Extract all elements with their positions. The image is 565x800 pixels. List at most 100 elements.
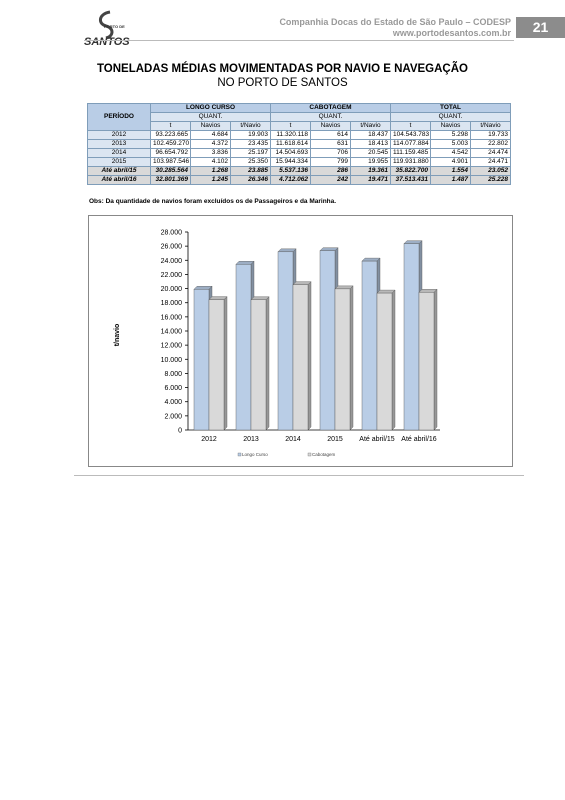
- table-cell: 14.504.693: [270, 148, 311, 158]
- table-cell: 104.543.783: [390, 130, 431, 140]
- table-cell: 5.003: [430, 139, 471, 149]
- y-tick-label: 16.000: [161, 314, 183, 321]
- table-row: 2012 93.223.665 4.684 19.903 11.320.118 614 18…: [87, 130, 511, 140]
- table-cell: 4.102: [190, 157, 231, 167]
- table-cell: 22.802: [470, 139, 511, 149]
- x-tick-label: 2012: [201, 436, 217, 443]
- table-cell: 4.542: [430, 148, 471, 158]
- bar: [361, 260, 378, 431]
- table-cell: 30.285.564: [150, 166, 191, 176]
- bar: [418, 292, 435, 431]
- table-cell: 24.471: [470, 157, 511, 167]
- bar: [403, 243, 420, 431]
- table-cell: 1.487: [430, 175, 471, 185]
- table-row: PERÍODO LONGO CURSO CABOTAGEM TOTAL: [87, 103, 511, 131]
- title: TONELADAS MÉDIAS MOVIMENTADAS POR NAVIO …: [96, 63, 468, 75]
- table-cell: 5.298: [430, 130, 471, 140]
- table-cell: 19.471: [350, 175, 391, 185]
- table-cell: 799: [310, 157, 351, 167]
- y-tick-label: 26.000: [161, 244, 183, 251]
- table-cell: 114.077.884: [390, 139, 431, 149]
- bar-top: [376, 289, 396, 294]
- table-cell: t/Navio: [470, 121, 511, 131]
- table-cell: QUANT.: [150, 112, 271, 122]
- y-tick-label: 12.000: [161, 343, 183, 350]
- table-cell: 25.197: [230, 148, 271, 158]
- company: Companhia Docas do Estado de São Paulo –…: [279, 17, 511, 27]
- table-cell: t: [270, 121, 311, 131]
- bar: [250, 299, 267, 431]
- table-cell: 4.901: [430, 157, 471, 167]
- bar: [292, 284, 309, 431]
- subtitle: NO PORTO DE SANTOS: [217, 77, 348, 89]
- table-cell: 19.733: [470, 130, 511, 140]
- bar: [277, 251, 294, 431]
- bar-side: [433, 288, 438, 431]
- table-row: t Navios t/Navio t Navios t/Navio t Navios t/Nav…: [88, 121, 511, 131]
- y-tick-label: 6.000: [164, 385, 182, 392]
- table-cell: Navios: [430, 121, 471, 131]
- table-cell: 4.372: [190, 139, 231, 149]
- bar-top: [193, 286, 213, 290]
- bar-side: [349, 285, 354, 431]
- logo: PORTO DE SANTOS: [84, 10, 134, 50]
- table-cell: 119.931.880: [390, 157, 431, 167]
- y-tick-label: 24.000: [161, 258, 183, 265]
- table-cell: 26.346: [230, 175, 271, 185]
- table-cell: Navios: [310, 121, 351, 131]
- table-cell: 35.822.700: [390, 166, 431, 176]
- table-row: 2014 96.654.792 3.836 25.197 14.504.693 706 20…: [87, 148, 511, 158]
- bar: [319, 250, 336, 431]
- bar: [208, 299, 225, 431]
- y-axis-label: t/navio: [114, 324, 121, 347]
- bar-top: [361, 257, 381, 262]
- logo-mark: [99, 10, 114, 40]
- table-cell: 286: [310, 166, 351, 176]
- legend-swatch: [237, 452, 242, 457]
- table-cell: t: [150, 121, 191, 131]
- bar-top: [250, 296, 270, 300]
- bar-top: [319, 247, 339, 251]
- table-cell: Até abril/15: [87, 166, 151, 176]
- table-cell: 24.474: [470, 148, 511, 158]
- table-cell: 23.052: [470, 166, 511, 176]
- table-cell: 2012: [87, 130, 151, 140]
- table-cell: 1.245: [190, 175, 231, 185]
- table-cell: 706: [310, 148, 351, 158]
- table-cell: 3.836: [190, 148, 231, 158]
- table-cell: 103.987.546: [150, 157, 191, 167]
- bar: [235, 264, 252, 431]
- bar-top: [292, 281, 312, 285]
- data-table: PERÍODO LONGO CURSO CABOTAGEM TOTAL QUANT. QU…: [87, 103, 511, 185]
- y-tick-label: 20.000: [161, 286, 183, 293]
- logo-top: PORTO DE: [104, 24, 125, 29]
- table-cell: 5.537.136: [270, 166, 311, 176]
- footer-rule: [74, 475, 524, 476]
- table-cell: 96.654.792: [150, 148, 191, 158]
- table-cell: 23.435: [230, 139, 271, 149]
- bar-side: [307, 281, 312, 431]
- legend-label: Longo Curso: [242, 452, 268, 457]
- table-row: Até abril/16 32.801.369 1.245 26.346 4.712.0…: [87, 175, 511, 185]
- table-cell: 32.801.369: [150, 175, 191, 185]
- table-cell: QUANT.: [390, 112, 511, 122]
- legend-label: Cabotagem: [312, 452, 336, 457]
- y-tick-label: 8.000: [164, 371, 182, 378]
- bar-top: [334, 285, 354, 290]
- x-tick-label: Até abril/15: [359, 436, 395, 443]
- table-cell: 2013: [87, 139, 151, 149]
- logo-main: SANTOS: [84, 36, 130, 48]
- table-cell: 242: [310, 175, 351, 185]
- chart: 0 2.000 4.000 6.000 8.000 10.000 12.000 14.000 1…: [88, 215, 513, 467]
- y-tick-label: 10.000: [161, 357, 183, 364]
- table-cell: t: [390, 121, 431, 131]
- table-cell: 631: [310, 139, 351, 149]
- table-row: 2015 103.987.546 4.102 25.350 15.944.334 799 1…: [87, 157, 511, 167]
- table-cell: PERÍODO: [87, 103, 151, 131]
- url: www.portodesantos.com.br: [392, 28, 511, 38]
- table-cell: 18.437: [350, 130, 391, 140]
- table-cell: 23.885: [230, 166, 271, 176]
- table-cell: 2015: [87, 157, 151, 167]
- bar-top: [277, 248, 297, 253]
